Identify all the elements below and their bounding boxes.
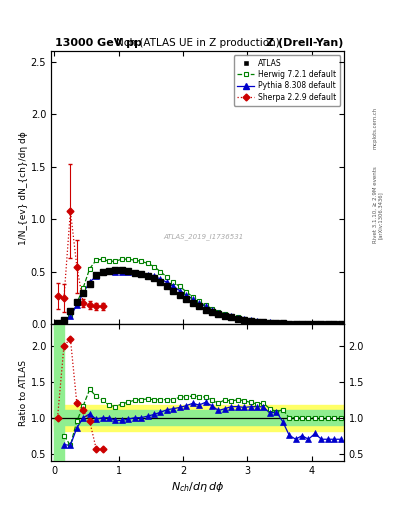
Text: mcplots.cern.ch: mcplots.cern.ch <box>373 107 378 149</box>
Y-axis label: 1/N_{ev} dN_{ch}/dη dϕ: 1/N_{ev} dN_{ch}/dη dϕ <box>19 131 28 245</box>
Text: Rivet 3.1.10, ≥ 2.9M events: Rivet 3.1.10, ≥ 2.9M events <box>373 166 378 243</box>
Text: 13000 GeV pp: 13000 GeV pp <box>55 38 142 49</box>
Title: Nch (ATLAS UE in Z production): Nch (ATLAS UE in Z production) <box>116 38 279 48</box>
X-axis label: $N_{ch}/d\eta\,d\phi$: $N_{ch}/d\eta\,d\phi$ <box>171 480 224 494</box>
Text: [arXiv:1306.3436]: [arXiv:1306.3436] <box>378 191 383 239</box>
Y-axis label: Ratio to ATLAS: Ratio to ATLAS <box>19 359 28 425</box>
Text: ATLAS_2019_I1736531: ATLAS_2019_I1736531 <box>163 233 243 240</box>
Legend: ATLAS, Herwig 7.2.1 default, Pythia 8.308 default, Sherpa 2.2.9 default: ATLAS, Herwig 7.2.1 default, Pythia 8.30… <box>233 55 340 105</box>
Text: Z (Drell-Yan): Z (Drell-Yan) <box>266 38 344 49</box>
